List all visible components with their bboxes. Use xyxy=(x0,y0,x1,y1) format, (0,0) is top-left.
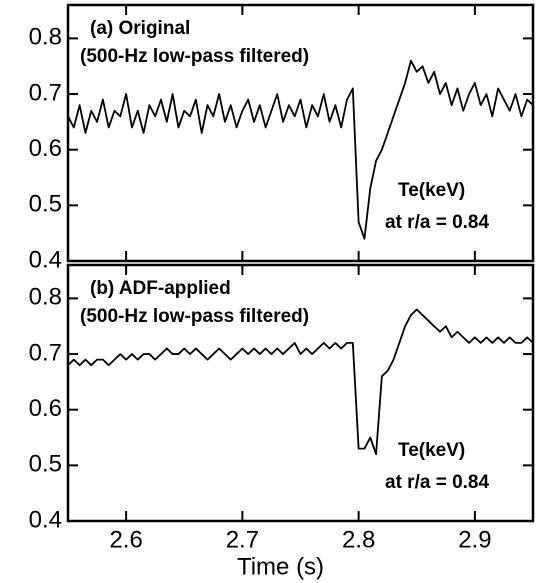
panel-title: (a) Original xyxy=(90,18,190,39)
annotation: at r/a = 0.84 xyxy=(385,472,489,493)
x-tick-label: 2.9 xyxy=(458,526,491,553)
y-tick-label: 0.7 xyxy=(29,339,62,366)
y-tick-label: 0.6 xyxy=(29,135,62,162)
y-tick-label: 0.4 xyxy=(29,246,62,273)
annotation: Te(keV) xyxy=(398,440,465,461)
x-tick-label: 2.6 xyxy=(109,526,142,553)
y-tick-label: 0.8 xyxy=(29,284,62,311)
panel-title: (b) ADF-applied xyxy=(90,278,231,299)
annotation: Te(keV) xyxy=(398,180,465,201)
y-tick-label: 0.4 xyxy=(29,506,62,533)
y-tick-label: 0.5 xyxy=(29,451,62,478)
x-tick-label: 2.8 xyxy=(342,526,375,553)
panel-subtitle: (500-Hz low-pass filtered) xyxy=(80,46,309,67)
y-tick-label: 0.6 xyxy=(29,395,62,422)
plot-frame xyxy=(66,3,535,263)
y-tick-label: 0.7 xyxy=(29,79,62,106)
y-tick-label: 0.8 xyxy=(29,24,62,51)
x-axis-label: Time (s) xyxy=(237,553,324,580)
data-line xyxy=(67,59,534,240)
data-line xyxy=(67,308,534,456)
y-tick-label: 0.5 xyxy=(29,191,62,218)
panel-subtitle: (500-Hz low-pass filtered) xyxy=(80,306,309,327)
x-tick-label: 2.7 xyxy=(226,526,259,553)
plot-frame xyxy=(66,263,535,523)
annotation: at r/a = 0.84 xyxy=(385,212,489,233)
